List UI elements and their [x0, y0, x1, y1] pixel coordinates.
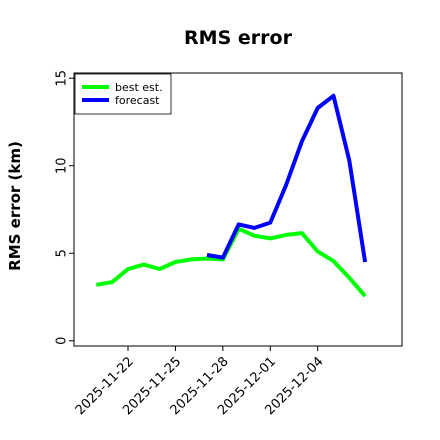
y-tick-label: 5	[55, 249, 70, 257]
chart-title: RMS error	[184, 27, 293, 49]
series-line-forecast	[206, 93, 368, 263]
legend-box	[74, 73, 172, 115]
y-tick-label: 0	[55, 337, 70, 345]
series-layer	[96, 93, 368, 298]
legend-label: forecast	[115, 94, 160, 107]
y-tick-label: 15	[55, 70, 70, 87]
legend-label: best est.	[115, 81, 163, 94]
plot-frame	[73, 72, 403, 347]
y-axis-title: RMS error (km)	[6, 141, 24, 271]
y-tick-label: 10	[55, 157, 70, 174]
legend: best est.forecast	[74, 73, 172, 115]
